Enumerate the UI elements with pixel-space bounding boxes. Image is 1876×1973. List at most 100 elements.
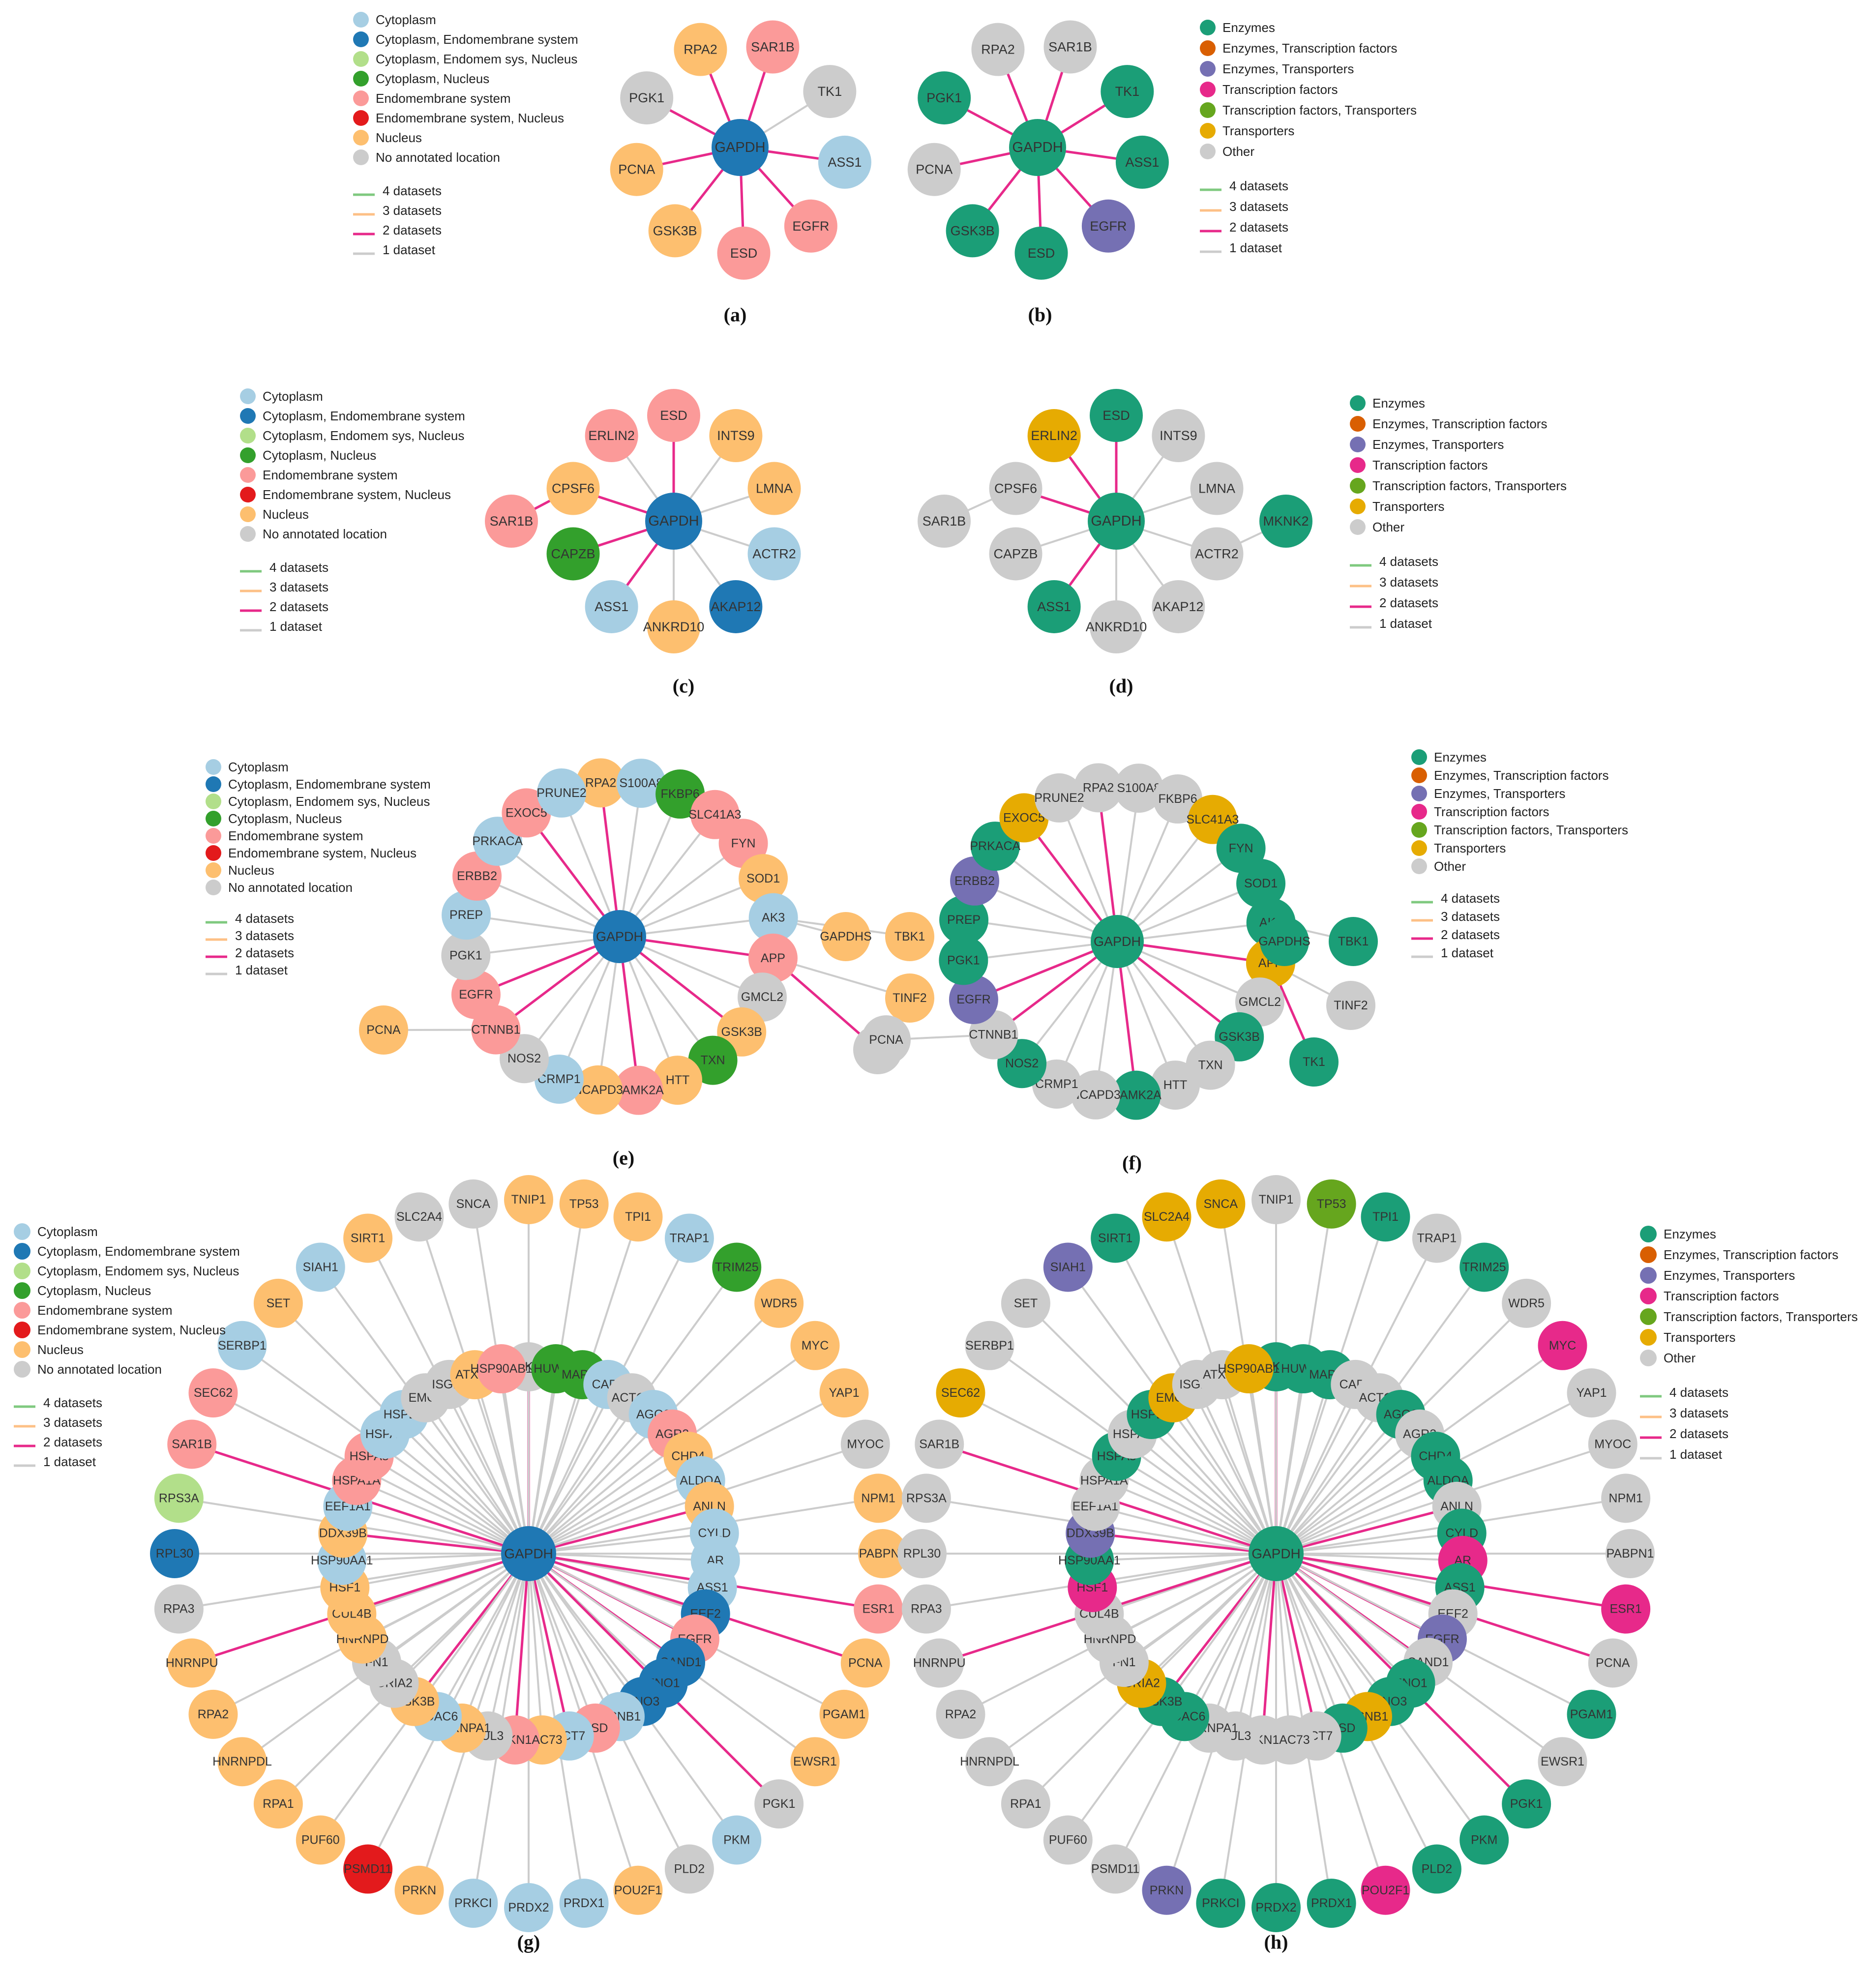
node-set [253, 1278, 303, 1328]
legend-swatch [1640, 1246, 1657, 1263]
legend-edge-label: 3 datasets [1379, 575, 1438, 589]
edge [1261, 1553, 1278, 1740]
legend-swatch [206, 828, 221, 844]
node-label-tnip1: TNIP1 [511, 1193, 546, 1207]
node-label-tp53: TP53 [1317, 1197, 1346, 1211]
node-gapdh [593, 910, 646, 963]
node-label-puf60: PUF60 [1049, 1833, 1087, 1847]
node-label-pou2f1: POU2F1 [614, 1884, 662, 1897]
node-lmna [747, 462, 801, 515]
node-ankrd10 [647, 600, 700, 653]
legend-swatch [353, 90, 369, 106]
node-label-exoc5: EXOC5 [506, 806, 547, 820]
panel--a-: SAR1B TK1 ASS1 EGFR ESD GSK3B PCNA PGK1 RPA2 GAPD… [353, 12, 871, 326]
node-label-gapdh: GAPDH [1094, 934, 1141, 949]
node-label-myoc: MYOC [1594, 1438, 1631, 1451]
node-label-tinf2: TINF2 [1334, 999, 1368, 1012]
node-serbp1 [965, 1321, 1014, 1370]
legend-label: Transcription factors [1664, 1289, 1779, 1303]
legend: Cytoplasm Cytoplasm, Endomembrane system C… [206, 759, 431, 977]
legend-label: Nucleus [37, 1342, 84, 1357]
legend-swatch [1411, 786, 1427, 801]
node-label-pcna: PCNA [618, 162, 655, 177]
edge [528, 1455, 689, 1555]
legend-label: Cytoplasm, Endomembrane system [376, 32, 578, 47]
node-label-prkaca: PRKACA [970, 839, 1020, 853]
node-label-pgam1: PGAM1 [823, 1708, 866, 1721]
legend-swatch [353, 51, 369, 67]
legend-swatch [1200, 82, 1216, 97]
legend-swatch [1640, 1308, 1657, 1325]
node-sar1b [1043, 20, 1097, 74]
node-rpa3 [154, 1584, 204, 1634]
node-label-myc: MYC [1549, 1339, 1577, 1353]
node-label-pgk1: PGK1 [449, 948, 482, 962]
node-label-gapdh: GAPDH [648, 513, 699, 529]
legend-label: Endomembrane system [228, 828, 363, 843]
legend-edge-label: 2 datasets [383, 223, 442, 237]
node-tpi1 [1361, 1192, 1410, 1242]
node-label-rpa2: RPA2 [945, 1708, 976, 1721]
edge [1275, 1433, 1421, 1555]
node-label-slc41a3: SLC41A3 [1186, 813, 1239, 826]
node-prdx2 [1251, 1883, 1301, 1932]
legend: Enzymes Enzymes, Transcription factors Enz… [1350, 395, 1567, 631]
node-label-rpa2: RPA2 [585, 776, 616, 790]
node-s100a8 [616, 759, 666, 808]
node-label-tk1: TK1 [1115, 84, 1140, 99]
node-sar1b [918, 495, 971, 548]
edge [448, 1384, 530, 1554]
legend-edge-label: 3 datasets [269, 580, 328, 594]
legend-swatch [1640, 1329, 1657, 1346]
node-pgk1 [1502, 1779, 1551, 1829]
legend-label: Enzymes, Transcription factors [1222, 41, 1397, 56]
edge [1172, 1397, 1277, 1555]
node-label-tk1: TK1 [818, 84, 842, 99]
node-egfr [784, 199, 837, 253]
legend: Enzymes Enzymes, Transcription factors Enz… [1411, 749, 1628, 960]
node-htt [653, 1056, 703, 1105]
node-label-ewsr1: EWSR1 [793, 1755, 837, 1768]
node-pou2f1 [613, 1865, 663, 1915]
node-label-yap1: YAP1 [1576, 1386, 1607, 1400]
node-label-fyn: FYN [731, 836, 756, 850]
legend-swatch [353, 130, 369, 146]
panel--b-: SAR1B TK1 ASS1 EGFR ESD GSK3B PCNA PGK1 RPA2 GAPD… [907, 20, 1417, 326]
node-sar1b [485, 495, 538, 548]
node-label-tinf2: TINF2 [893, 991, 926, 1005]
node-label-pkm: PKM [723, 1833, 750, 1847]
legend-swatch [353, 31, 369, 47]
node-label-pgk1: PGK1 [629, 90, 664, 105]
edge [384, 1433, 530, 1555]
edge [1089, 1553, 1277, 1561]
node-label-set: SET [267, 1296, 291, 1310]
node-ewsr1 [1538, 1737, 1587, 1787]
node-prdx1 [559, 1879, 609, 1928]
node-sec62 [188, 1368, 238, 1418]
node-label-pgam1: PGAM1 [1570, 1708, 1613, 1721]
node-capzb [989, 527, 1042, 581]
node-label-npm1: NPM1 [1608, 1491, 1642, 1505]
node-puf60 [296, 1815, 345, 1865]
legend: Enzymes Enzymes, Transcription factors Enz… [1640, 1226, 1858, 1462]
node-label-ctnnb1: CTNNB1 [969, 1028, 1018, 1042]
legend-label: Enzymes, Transporters [1434, 786, 1565, 801]
node-myoc [840, 1419, 890, 1469]
edge [1276, 1532, 1462, 1555]
legend-label: Transcription factors, Transporters [1434, 823, 1628, 837]
node-myoc [1588, 1419, 1638, 1469]
node-label-mknk2: MKNK2 [1263, 514, 1309, 529]
edge [1103, 1479, 1277, 1555]
legend-label: Enzymes, Transporters [1664, 1268, 1795, 1283]
node-label-sod1: SOD1 [1244, 877, 1278, 890]
legend-swatch [1411, 840, 1427, 856]
nodes: ESD INTS9 LMNA ACTR2 AKAP12 ANKRD10 ASS1 CAPZB C… [485, 389, 801, 653]
node-label-htt: HTT [666, 1073, 690, 1087]
legend-label: Cytoplasm, Endomem sys, Nucleus [263, 428, 464, 443]
node-label-prkaca: PRKACA [472, 834, 523, 848]
legend-swatch [14, 1361, 30, 1378]
node-label-rpl30: RPL30 [903, 1547, 941, 1561]
legend-edge-label: 1 dataset [1669, 1447, 1723, 1462]
legend-swatch [14, 1243, 30, 1260]
